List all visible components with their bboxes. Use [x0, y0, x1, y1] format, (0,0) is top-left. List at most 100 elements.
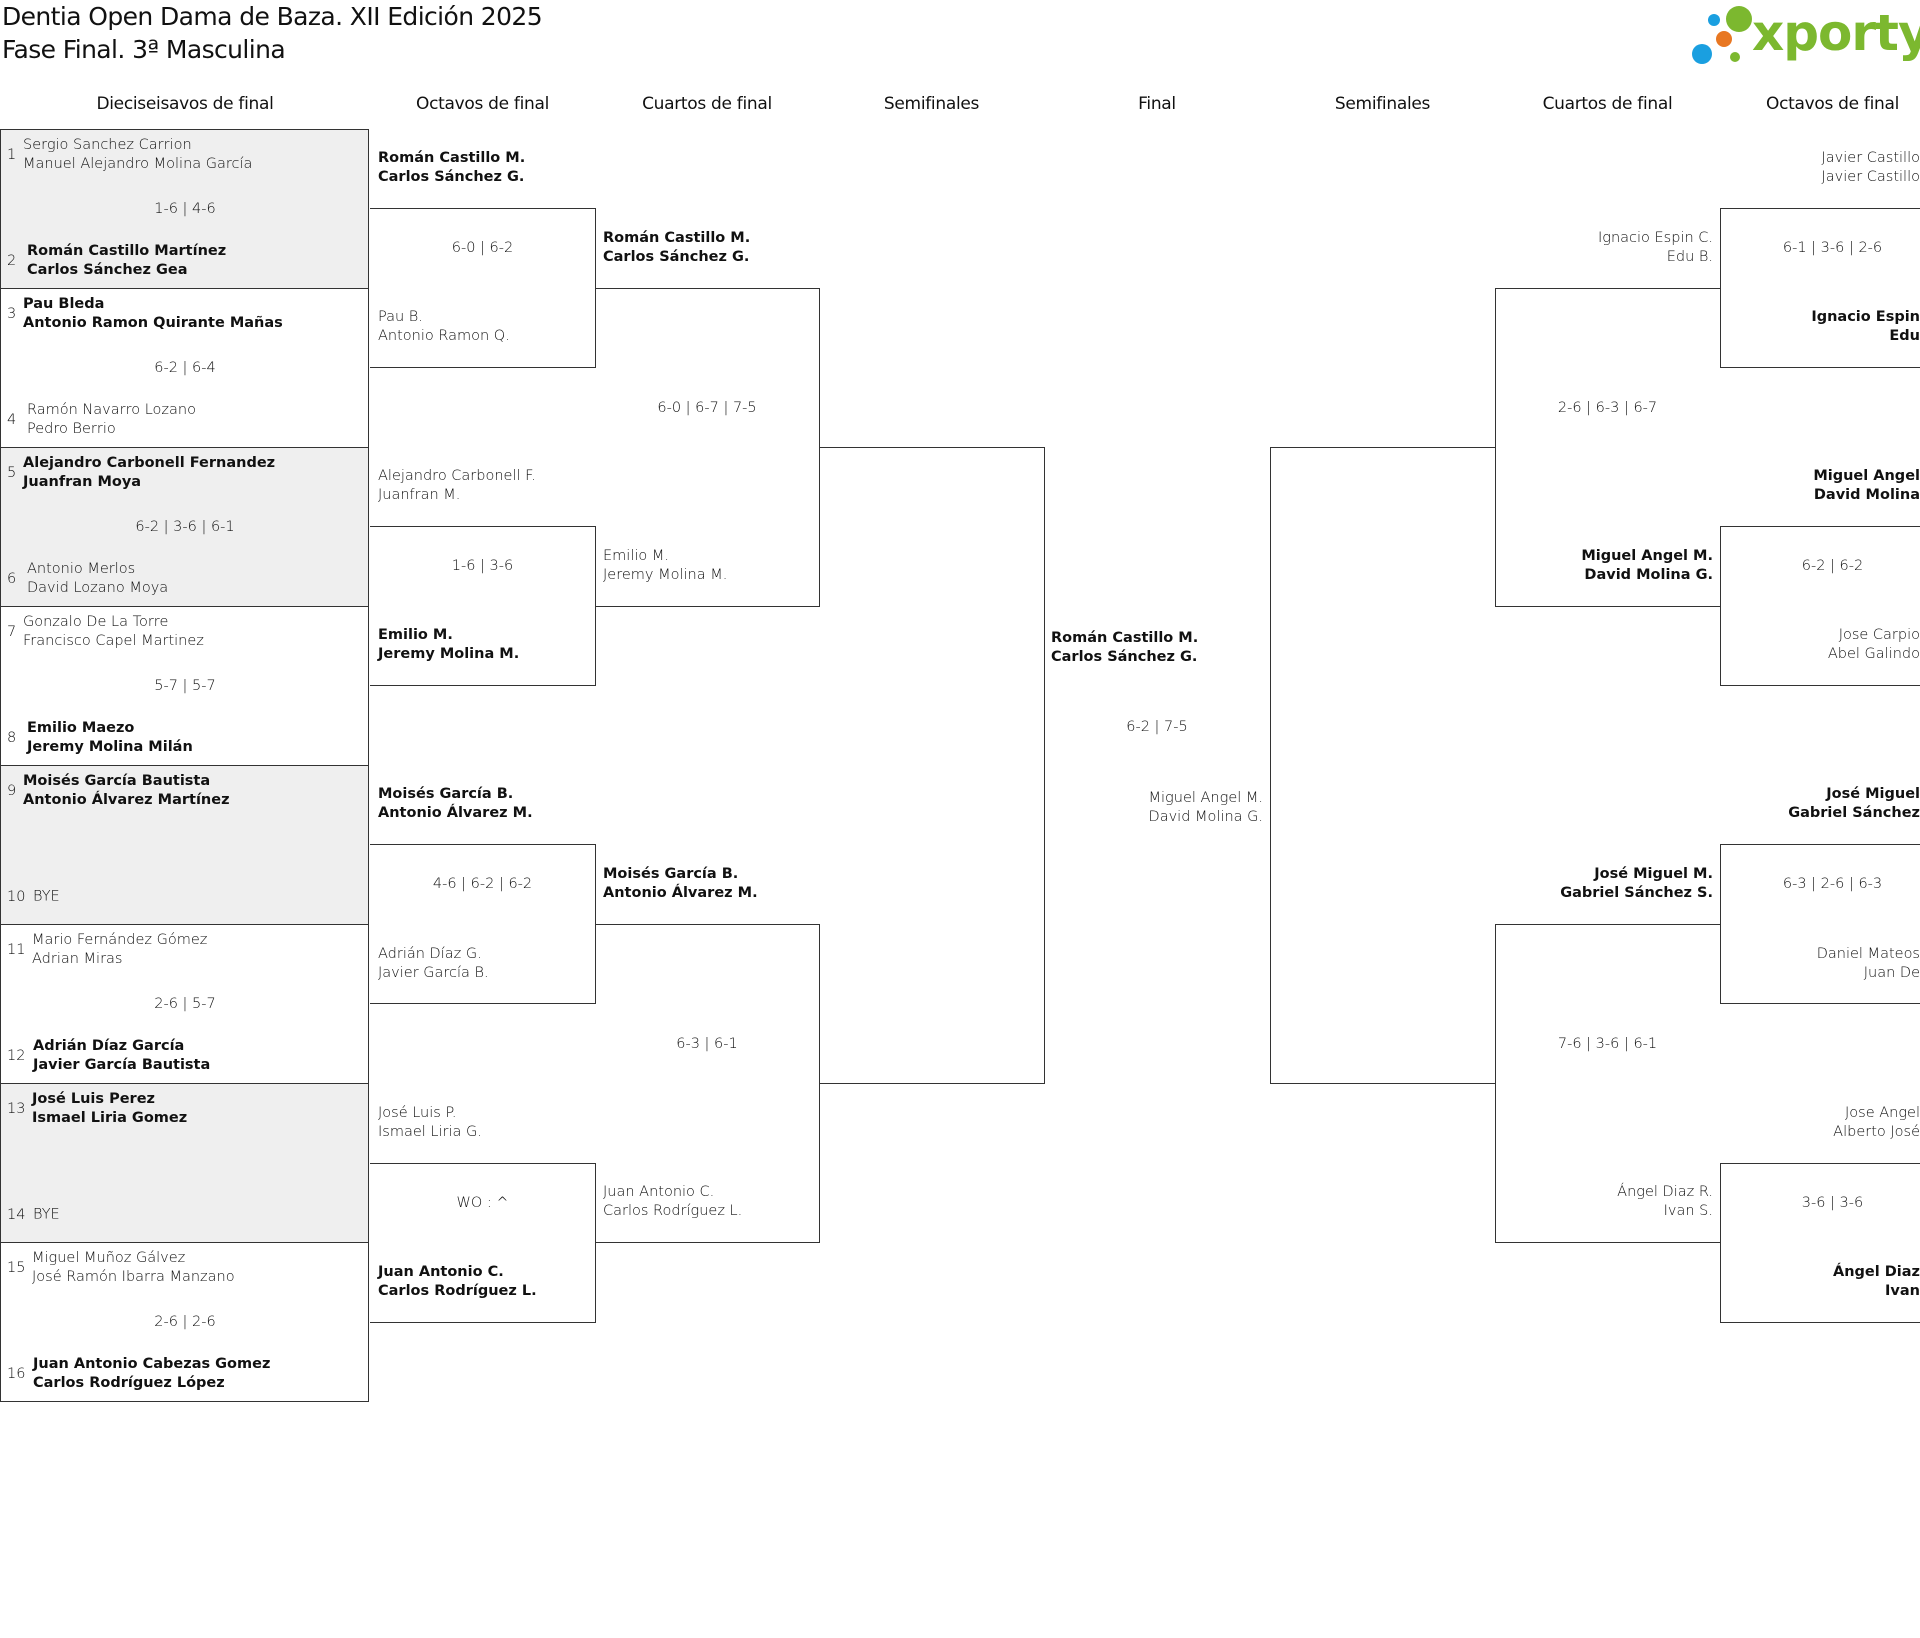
team-entry: Jose Carpio Abel Galindo — [1828, 626, 1920, 664]
player-name: Pau Bleda — [23, 295, 105, 312]
player-name: Antonio Álvarez Martínez — [23, 792, 230, 808]
player-name: BYE — [33, 888, 60, 905]
player-name: Mario Fernández Gómez — [32, 932, 208, 949]
player-name: Carlos Rodríguez L. — [378, 1282, 537, 1299]
player-name: Alejandro Carbonell Fernandez — [23, 454, 276, 471]
player-name: Román Castillo Martínez — [27, 242, 227, 259]
seed-number: 14 — [7, 1207, 26, 1224]
match-score: 4-6 | 6-2 | 6-2 — [432, 876, 533, 893]
round-header: Cuartos de final — [642, 94, 772, 114]
player-name: Ismael Liria Gomez — [32, 1110, 188, 1127]
player-name: Ignacio Espin — [1811, 309, 1920, 326]
match-score: 6-2 | 3-6 | 6-1 — [135, 518, 235, 535]
player-name: Emilio Maezo — [27, 720, 135, 736]
match-score: 6-3 | 6-1 — [676, 1036, 738, 1053]
team-entry: Sergio Sanchez Carrion Manuel Alejandro M… — [23, 136, 252, 174]
seed-number: 9 — [7, 783, 17, 799]
player-name: José Miguel — [1826, 786, 1920, 803]
player-name: Juan Antonio C. — [603, 1184, 715, 1201]
player-name: Javier Castillo — [1821, 169, 1920, 185]
player-name: Ramón Navarro Lozano — [27, 401, 196, 418]
player-name: Javier Castillo — [1821, 150, 1920, 166]
team-entry: José Miguel M. Gabriel Sánchez S. — [1560, 865, 1713, 903]
match-score: 5-7 | 5-7 — [154, 677, 216, 694]
match-bracket — [1270, 447, 1496, 1085]
player-name: Ivan S. — [1663, 1203, 1713, 1220]
player-name: Miguel Angel M. — [1581, 547, 1713, 564]
logo-dot-blue — [1708, 14, 1720, 26]
match-score: 6-1 | 3-6 | 2-6 — [1782, 240, 1883, 256]
match-box — [0, 765, 369, 926]
team-entry: Ramón Navarro Lozano Pedro Berrio — [27, 401, 196, 439]
phase-title: Fase Final. 3ª Masculina — [2, 35, 286, 64]
round-header: Octavos de final — [1765, 94, 1900, 114]
match-score: 6-3 | 2-6 | 6-3 — [1782, 876, 1883, 893]
match-bracket — [1495, 924, 1721, 1244]
team-entry: Juan Antonio Cabezas Gomez Carlos Rodrígu… — [33, 1355, 270, 1393]
player-name: Román Castillo M. — [378, 150, 526, 166]
match-score: 6-2 | 7-5 — [1126, 719, 1188, 735]
player-name: Carlos Sánchez G. — [378, 169, 525, 185]
player-name: Francisco Capel Martinez — [23, 632, 204, 649]
player-name: Román Castillo M. — [1051, 630, 1199, 646]
match-score: 3-6 | 3-6 — [1801, 1194, 1864, 1211]
player-name: Miguel Muñoz Gálvez — [32, 1250, 186, 1267]
player-name: Moisés García Bautista — [23, 773, 211, 789]
team-entry: BYE — [33, 888, 60, 907]
round-header: Final — [1138, 94, 1176, 114]
player-name: Miguel Angel — [1813, 468, 1920, 485]
match-score: 1-6 | 3-6 — [451, 558, 514, 575]
player-name: Pau B. — [378, 309, 423, 326]
team-entry: Emilio M. Jeremy Molina M. — [378, 626, 519, 664]
team-entry: Adrián Díaz G. Javier García B. — [378, 945, 489, 983]
seed-number: 5 — [7, 464, 17, 481]
team-entry: Antonio Merlos David Lozano Moya — [27, 560, 168, 598]
player-name: Antonio Ramon Quirante Mañas — [23, 314, 283, 331]
player-name: Ángel Diaz — [1832, 1263, 1920, 1280]
team-entry: Alejandro Carbonell F. Juanfran M. — [378, 467, 536, 505]
player-name: Juan Antonio Cabezas Gomez — [33, 1356, 271, 1373]
logo-dot-green — [1726, 6, 1752, 32]
match-score: WO : ^ — [456, 1194, 509, 1211]
team-entry: Román Castillo M. Carlos Sánchez G. — [603, 229, 750, 267]
team-entry: Miguel Angel David Molina — [1813, 467, 1920, 505]
player-name: Miguel Angel M. — [1148, 790, 1263, 806]
tournament-title: Dentia Open Dama de Baza. XII Edición 20… — [2, 2, 543, 31]
match-score: 7-6 | 3-6 | 6-1 — [1557, 1036, 1658, 1053]
team-entry: Ángel Diaz Ivan — [1833, 1263, 1920, 1301]
team-entry: Miguel Angel M. David Molina G. — [1581, 547, 1713, 585]
logo-dot-green-small — [1730, 52, 1740, 62]
seed-number: 13 — [7, 1101, 26, 1118]
player-name: Gonzalo De La Torre — [23, 613, 169, 630]
team-entry: Jose Angel Alberto José — [1833, 1104, 1920, 1142]
player-name: Carlos Sánchez G. — [603, 248, 750, 265]
team-entry: Miguel Angel M. David Molina G. — [1149, 789, 1263, 827]
team-entry: Ángel Diaz R. Ivan S. — [1617, 1183, 1713, 1221]
player-name: Abel Galindo — [1827, 646, 1920, 663]
match-bracket — [1720, 844, 1920, 1005]
logo-text: xporty — [1752, 4, 1920, 62]
player-name: Gabriel Sánchez S. — [1560, 885, 1713, 902]
player-name: Jeremy Molina M. — [378, 646, 520, 663]
match-box — [0, 1242, 369, 1403]
team-entry: Emilio M. Jeremy Molina M. — [603, 547, 727, 585]
player-name: Antonio Merlos — [27, 560, 136, 577]
player-name: Daniel Mateos — [1816, 945, 1920, 962]
logo-dot-blue-large — [1692, 44, 1712, 64]
player-name: Ivan — [1885, 1282, 1920, 1299]
match-bracket — [1720, 1162, 1920, 1323]
team-entry: Juan Antonio C. Carlos Rodríguez L. — [603, 1183, 742, 1221]
player-name: Ismael Liria G. — [378, 1123, 482, 1140]
player-name: David Molina — [1813, 487, 1920, 504]
team-entry: Ignacio Espin C. Edu B. — [1598, 229, 1713, 267]
match-score: 2-6 | 6-3 | 6-7 — [1557, 399, 1658, 416]
player-name: José Luis Perez — [32, 1091, 155, 1108]
player-name: Manuel Alejandro Molina García — [23, 155, 253, 172]
match-score: 6-2 | 6-2 — [1801, 558, 1864, 575]
match-box — [0, 1083, 369, 1244]
player-name: Román Castillo M. — [603, 229, 751, 246]
team-entry: Javier Castillo Javier Castillo — [1822, 149, 1920, 187]
player-name: Emilio M. — [378, 627, 453, 644]
player-name: Carlos Sánchez Gea — [27, 261, 188, 278]
player-name: Juan Antonio C. — [378, 1263, 504, 1280]
